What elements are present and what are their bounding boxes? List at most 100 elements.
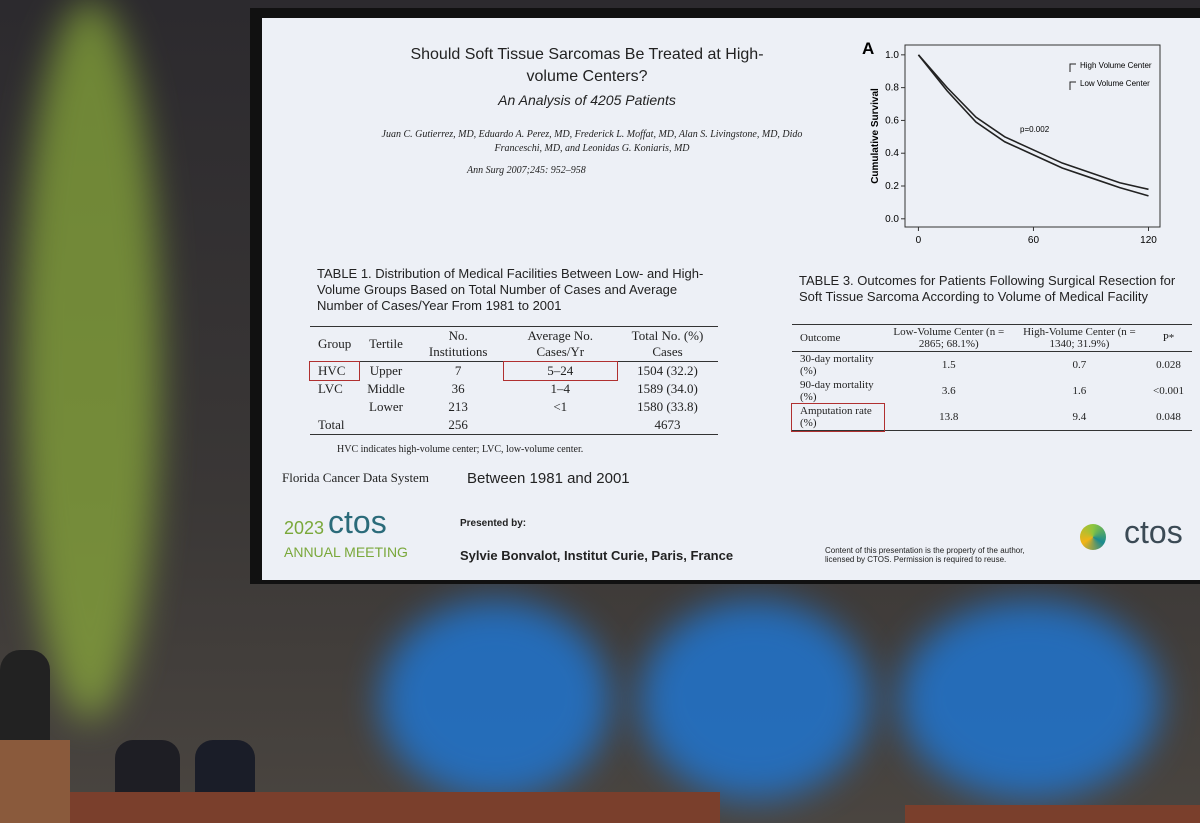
- header-cell: Total No. (%) Cases: [631, 328, 704, 359]
- table1: Group Tertile No. Institutions Average No. …: [308, 326, 718, 435]
- presenter: Sylvie Bonvalot, Institut Curie, Paris, …: [460, 548, 734, 563]
- cell: [359, 416, 413, 435]
- cell: 0.028: [1156, 359, 1181, 371]
- x-tick-label: 60: [1028, 235, 1040, 246]
- subtitle: An Analysis of 4205 Patients: [498, 92, 676, 108]
- y-tick-label: 0.4: [885, 148, 899, 159]
- cell: 213: [448, 399, 468, 414]
- header-cell: Group: [318, 336, 352, 351]
- green-light: [20, 0, 160, 720]
- legend-symbol: [1069, 81, 1076, 90]
- table3: Outcome Low-Volume Center (n = 2865; 68.1…: [791, 324, 1192, 432]
- period: Between 1981 and 2001: [467, 470, 630, 487]
- cell: 3.6: [941, 385, 956, 397]
- cell: 0.7: [1072, 359, 1087, 371]
- cell: 0.048: [1156, 411, 1181, 423]
- cell: 256: [448, 417, 468, 432]
- blue-light: [640, 600, 870, 800]
- y-tick-label: 0.0: [885, 214, 899, 225]
- cell: 1504 (32.2): [637, 363, 698, 378]
- row: 90-day mortality (%) 3.6 1.6 <0.001: [792, 378, 1192, 404]
- plot-frame: [904, 44, 1161, 228]
- year: 2023: [284, 518, 325, 538]
- cell: Lower: [369, 399, 403, 414]
- header-row: Outcome Low-Volume Center (n = 2865; 68.1…: [792, 325, 1192, 352]
- y-tick-label: 0.6: [885, 115, 899, 126]
- cell: 13.8: [939, 411, 959, 423]
- cell: LVC: [318, 381, 343, 396]
- x-tick-label: 120: [1140, 235, 1157, 246]
- panel-table: [60, 792, 720, 823]
- header-cell: High-Volume Center (n = 1340; 31.9%): [1023, 326, 1136, 350]
- header-row: Group Tertile No. Institutions Average No. …: [310, 327, 718, 362]
- survival-curve: [917, 54, 1149, 197]
- cell: 9.4: [1072, 411, 1087, 423]
- survival-curve: [917, 54, 1149, 191]
- notice: Content of this presentation is the prop…: [825, 546, 1025, 564]
- y-tick-label: 1.0: [885, 50, 899, 61]
- brand-right: ctos: [1124, 514, 1183, 550]
- row: Total 256 4673: [310, 416, 718, 435]
- source: Florida Cancer Data System: [282, 470, 429, 485]
- panel-table: [905, 805, 1200, 823]
- panelist: [115, 740, 180, 792]
- cell: [504, 416, 617, 435]
- cell: Total: [318, 417, 345, 432]
- cell: 7: [454, 363, 462, 378]
- brand: ctos: [328, 504, 387, 540]
- cell: Upper: [369, 363, 403, 378]
- header-cell: Average No. Cases/Yr: [527, 328, 593, 359]
- authors: Juan C. Gutierrez, MD, Eduardo A. Perez,…: [381, 129, 803, 154]
- row: LVC Middle 36 1–4 1589 (34.0): [310, 380, 718, 398]
- cell: 1580 (33.8): [637, 399, 698, 414]
- header-cell: Low-Volume Center (n = 2865; 68.1%): [893, 326, 1005, 350]
- legend-label: Low Volume Center: [1080, 79, 1150, 88]
- slide: Should Soft Tissue Sarcomas Be Treated a…: [262, 18, 1200, 580]
- cell: HVC: [308, 360, 361, 381]
- y-tick-label: 0.2: [885, 181, 899, 192]
- cell: 1.5: [941, 359, 956, 371]
- cell: 5–24: [502, 360, 619, 381]
- header-cell: P*: [1162, 332, 1175, 344]
- table3-caption: TABLE 3. Outcomes for Patients Following…: [799, 273, 1176, 304]
- cell: 1.6: [1072, 385, 1087, 397]
- survival-chart: A Cumulative Survival 0.0 0.2 0.4 0.6 0.8 1.0 0 6…: [862, 40, 1161, 246]
- table1-caption: TABLE 1. Distribution of Medical Facilit…: [317, 266, 704, 313]
- cell: <1: [553, 399, 568, 414]
- table1-footnote: HVC indicates high-volume center; LVC, l…: [337, 444, 584, 455]
- cell: 4673: [654, 417, 681, 432]
- panelist: [195, 740, 255, 792]
- speaker: [0, 650, 50, 740]
- cell: Middle: [367, 381, 405, 396]
- header-cell: Tertile: [369, 336, 403, 351]
- header-cell: Outcome: [800, 332, 841, 344]
- panel-label: A: [862, 40, 874, 58]
- legend-symbol: [1069, 63, 1076, 72]
- podium: [0, 740, 70, 823]
- cell: [310, 398, 359, 416]
- y-tick-label: 0.8: [885, 83, 899, 94]
- legend-label: High Volume Center: [1080, 61, 1152, 70]
- meeting: ANNUAL MEETING: [284, 544, 408, 560]
- row: Lower 213 <1 1580 (33.8): [310, 398, 718, 416]
- row: HVC Upper 7 5–24 1504 (32.2): [308, 360, 718, 381]
- citation: Ann Surg 2007;245: 952–958: [467, 165, 586, 176]
- logo-icon: [1080, 524, 1106, 550]
- cell: 1–4: [550, 381, 571, 396]
- cell: 90-day mortality (%): [800, 379, 874, 403]
- title: Should Soft Tissue Sarcomas Be Treated a…: [410, 46, 764, 85]
- y-axis-label: Cumulative Survival: [870, 88, 881, 184]
- cell: 30-day mortality (%): [800, 353, 874, 377]
- blue-light: [900, 600, 1160, 800]
- cell: 36: [451, 381, 465, 396]
- blue-light: [380, 600, 610, 800]
- cell: Amputation rate (%): [791, 403, 885, 432]
- annotation: p=0.002: [1020, 125, 1050, 134]
- presented-by: Presented by:: [460, 518, 527, 529]
- header-cell: No. Institutions: [428, 328, 488, 359]
- row: 30-day mortality (%) 1.5 0.7 0.028: [792, 352, 1192, 379]
- row: Amputation rate (%) 13.8 9.4 0.048: [791, 403, 1192, 432]
- cell: 1589 (34.0): [637, 381, 698, 396]
- x-tick-label: 0: [916, 235, 922, 246]
